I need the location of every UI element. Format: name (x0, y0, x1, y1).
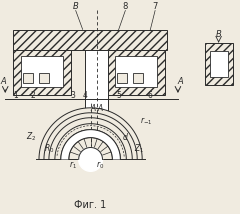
Text: 2: 2 (31, 91, 36, 100)
Polygon shape (13, 30, 167, 50)
Polygon shape (21, 56, 63, 87)
Polygon shape (205, 43, 233, 85)
Polygon shape (39, 108, 142, 159)
Polygon shape (39, 73, 49, 83)
Text: 5: 5 (116, 91, 121, 100)
Text: 8: 8 (123, 1, 128, 10)
Text: $Z_2$: $Z_2$ (26, 131, 36, 143)
Polygon shape (115, 56, 157, 87)
Text: A: A (0, 77, 6, 86)
Text: A: A (177, 77, 183, 86)
Text: 1: 1 (13, 91, 18, 100)
Polygon shape (23, 73, 33, 83)
Polygon shape (13, 50, 71, 95)
Polygon shape (108, 50, 165, 95)
Polygon shape (61, 130, 120, 159)
Text: $r_0$: $r_0$ (96, 159, 105, 171)
Text: 6: 6 (148, 91, 153, 100)
Text: B: B (73, 1, 78, 10)
Text: 7: 7 (152, 1, 158, 10)
Text: 4: 4 (82, 91, 87, 100)
Polygon shape (210, 51, 228, 77)
Text: 3: 3 (70, 91, 75, 100)
Text: B: B (216, 30, 222, 39)
Text: $r_1$: $r_1$ (69, 159, 77, 171)
Text: $Z_1$: $Z_1$ (134, 143, 144, 155)
Polygon shape (117, 73, 127, 83)
Text: Фиг. 1: Фиг. 1 (74, 200, 107, 210)
Polygon shape (85, 50, 108, 115)
Text: A-A: A-A (90, 104, 103, 113)
Circle shape (79, 147, 102, 171)
Text: $r_{-1}$: $r_{-1}$ (140, 116, 153, 127)
Polygon shape (61, 130, 120, 159)
Text: $d$: $d$ (122, 131, 129, 142)
Polygon shape (133, 73, 143, 83)
Text: $R_0$: $R_0$ (44, 143, 54, 155)
